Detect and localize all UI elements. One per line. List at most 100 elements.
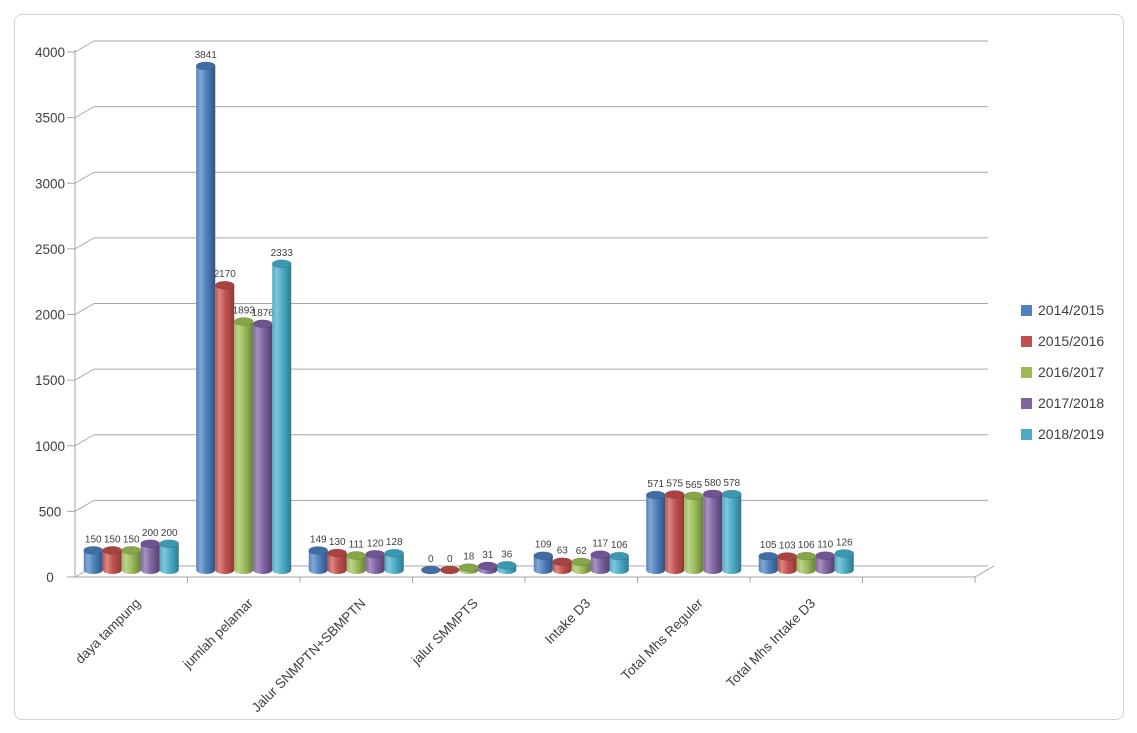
bar-cylinder-top [159,539,180,549]
bar-cylinder-body [609,556,629,570]
bar-cylinder-body [571,561,591,570]
value-label: 565 [685,480,702,491]
legend: 2014/2015 2015/2016 2016/2017 2017/2018 2018… [1021,301,1104,443]
category-label: Intake D3 [542,596,593,647]
bar-cylinder-top [327,548,348,558]
bar-cylinder-top [721,489,742,499]
value-label: 110 [817,540,833,551]
bar-cylinder-body [384,553,404,570]
value-label: 149 [310,534,327,545]
bar-cylinder-body [552,561,572,570]
y-axis-label: 1500 [35,373,65,388]
y-axis-label: 500 [39,504,62,519]
legend-item-label: 2014/2015 [1038,302,1105,318]
legend-swatch [1021,428,1032,440]
bar-cylinder-top [121,546,142,555]
bar-cylinder-top [214,280,235,290]
legend-item-label: 2016/2017 [1038,364,1105,380]
bar-cylinder-body [815,555,835,570]
value-label: 130 [329,537,346,548]
gridline-bevel [74,40,95,53]
bar-cylinder-body [253,323,273,570]
legend-item: 2015/2016 [1021,332,1104,350]
bar-cylinder-top [834,549,855,558]
bar-cylinder-body [196,65,216,571]
legend-item: 2014/2015 [1021,301,1104,319]
value-label: 200 [142,528,159,539]
category-label: Total Mhs Intake D3 [723,596,818,691]
bar-cylinder-top [609,551,630,561]
legend-item-label: 2018/2019 [1038,426,1105,442]
bar-cylinder-top [439,565,460,575]
legend-item: 2016/2017 [1021,363,1104,381]
y-axis-label: 0 [46,570,54,585]
bar-cylinder-body [159,543,179,570]
bar-cylinder-top [346,551,367,560]
value-label: 18 [463,552,475,563]
value-label: 103 [779,540,796,551]
legend-swatch [1021,335,1032,347]
bar-cylinder-top [796,551,817,561]
y-axis-label: 4000 [35,45,65,60]
legend-swatch [1021,304,1032,316]
floor-right-bevel [974,565,995,578]
gridline-bevel [74,434,95,447]
value-label: 3841 [195,50,218,61]
value-label: 128 [386,537,403,548]
gridline-bevel [74,171,95,184]
y-axis-label: 3000 [35,176,65,191]
bar-cylinder-body [140,543,160,570]
bar-cylinder-top [533,551,554,560]
bar-cylinder-top [252,319,273,329]
bar-cylinder-top [384,548,405,558]
value-label: 106 [798,540,815,551]
value-label: 111 [349,539,365,550]
bar-cylinder-top [571,557,592,567]
y-axis-label: 1000 [35,439,65,454]
bar-cylinder-top [683,491,704,501]
value-label: 31 [482,550,494,561]
value-label: 36 [501,549,513,560]
bar-cylinder-top [102,546,123,555]
value-label: 575 [666,479,683,490]
category-label: daya tampung [72,596,143,667]
value-label: 150 [123,534,140,545]
gridline-bevel [74,499,95,512]
value-label: 109 [535,540,552,551]
y-axis-label: 2000 [35,308,65,323]
bar-cylinder-body [665,494,685,570]
value-label: 2333 [271,248,294,259]
y-axis-label: 2500 [35,242,65,257]
value-label: 571 [647,479,664,490]
gridline-bevel [74,237,95,250]
bar-cylinder-body [796,556,816,570]
bar-cylinder-body [102,550,122,570]
bar-cylinder-top [365,549,386,559]
value-label: 106 [611,540,628,551]
bar-cylinder-top [308,546,329,555]
value-label: 0 [428,554,434,565]
bar-cylinder-top [702,489,723,499]
value-label: 150 [85,534,102,545]
value-label: 580 [704,478,721,489]
value-label: 105 [760,540,777,551]
category-label: jumlah pelamar [179,595,256,672]
value-label: 126 [836,537,853,548]
bar-cylinder-body [590,554,610,570]
bar-cylinder-top [590,550,611,559]
bar-cylinder-top [664,490,685,499]
bar-cylinder-body [272,263,292,570]
bar-cylinder-top [458,563,479,572]
value-label: 120 [367,538,384,549]
value-label: 117 [592,539,608,550]
y-axis-label: 3500 [35,111,65,126]
legend-swatch [1021,366,1032,378]
bar-cylinder-top [815,551,836,560]
bar-cylinder-top [645,490,666,500]
value-label: 200 [161,528,178,539]
value-label: 63 [557,546,569,557]
bar-cylinder-body [722,494,742,570]
bar-cylinder-top [195,61,216,71]
legend-item-label: 2017/2018 [1038,395,1105,411]
